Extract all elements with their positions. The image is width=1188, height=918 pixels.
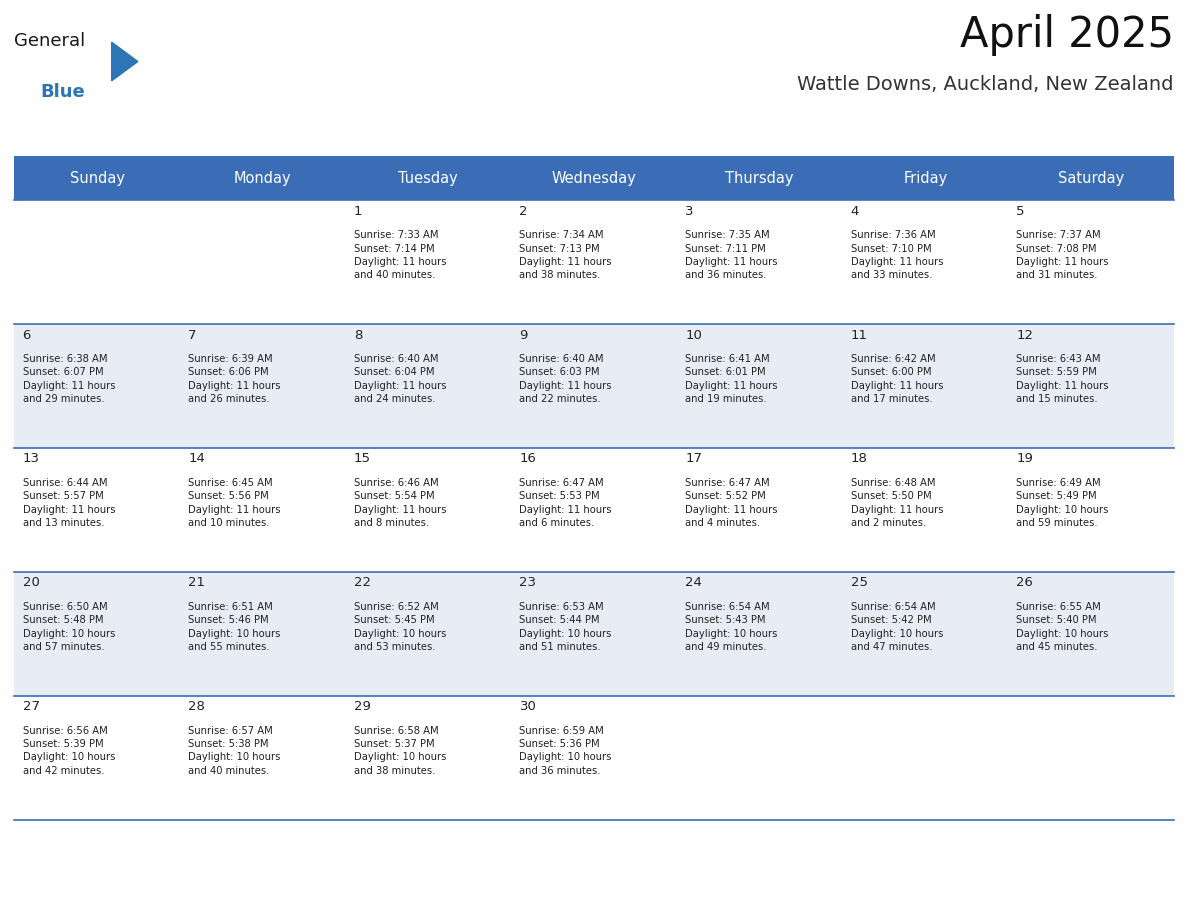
Text: 17: 17 xyxy=(685,453,702,465)
Text: Friday: Friday xyxy=(903,171,947,185)
Text: Sunrise: 6:38 AM
Sunset: 6:07 PM
Daylight: 11 hours
and 29 minutes.: Sunrise: 6:38 AM Sunset: 6:07 PM Dayligh… xyxy=(23,354,115,404)
Text: 9: 9 xyxy=(519,329,527,341)
Text: 8: 8 xyxy=(354,329,362,341)
Text: Sunrise: 6:41 AM
Sunset: 6:01 PM
Daylight: 11 hours
and 19 minutes.: Sunrise: 6:41 AM Sunset: 6:01 PM Dayligh… xyxy=(685,354,778,404)
Text: Sunrise: 6:54 AM
Sunset: 5:43 PM
Daylight: 10 hours
and 49 minutes.: Sunrise: 6:54 AM Sunset: 5:43 PM Dayligh… xyxy=(685,602,777,652)
Text: 12: 12 xyxy=(1017,329,1034,341)
Text: 13: 13 xyxy=(23,453,39,465)
Text: Sunrise: 6:59 AM
Sunset: 5:36 PM
Daylight: 10 hours
and 36 minutes.: Sunrise: 6:59 AM Sunset: 5:36 PM Dayligh… xyxy=(519,726,612,776)
Bar xyxy=(14,200,1174,324)
Text: April 2025: April 2025 xyxy=(960,14,1174,56)
Text: Wednesday: Wednesday xyxy=(551,171,637,185)
Text: General: General xyxy=(14,32,86,50)
Text: Sunrise: 6:57 AM
Sunset: 5:38 PM
Daylight: 10 hours
and 40 minutes.: Sunrise: 6:57 AM Sunset: 5:38 PM Dayligh… xyxy=(188,726,280,776)
Text: Sunrise: 6:40 AM
Sunset: 6:03 PM
Daylight: 11 hours
and 22 minutes.: Sunrise: 6:40 AM Sunset: 6:03 PM Dayligh… xyxy=(519,354,612,404)
Text: 19: 19 xyxy=(1017,453,1034,465)
Text: 3: 3 xyxy=(685,205,694,218)
Text: Monday: Monday xyxy=(234,171,291,185)
Text: 6: 6 xyxy=(23,329,31,341)
Text: Sunrise: 6:56 AM
Sunset: 5:39 PM
Daylight: 10 hours
and 42 minutes.: Sunrise: 6:56 AM Sunset: 5:39 PM Dayligh… xyxy=(23,726,115,776)
Text: Sunrise: 6:58 AM
Sunset: 5:37 PM
Daylight: 10 hours
and 38 minutes.: Sunrise: 6:58 AM Sunset: 5:37 PM Dayligh… xyxy=(354,726,447,776)
Text: Sunrise: 6:48 AM
Sunset: 5:50 PM
Daylight: 11 hours
and 2 minutes.: Sunrise: 6:48 AM Sunset: 5:50 PM Dayligh… xyxy=(851,478,943,528)
Bar xyxy=(14,572,1174,696)
Text: Sunday: Sunday xyxy=(70,171,125,185)
Text: 2: 2 xyxy=(519,205,527,218)
Text: 14: 14 xyxy=(188,453,206,465)
Text: 28: 28 xyxy=(188,700,206,713)
Text: 30: 30 xyxy=(519,700,536,713)
Text: 29: 29 xyxy=(354,700,371,713)
Text: 26: 26 xyxy=(1017,577,1034,589)
Text: Sunrise: 7:35 AM
Sunset: 7:11 PM
Daylight: 11 hours
and 36 minutes.: Sunrise: 7:35 AM Sunset: 7:11 PM Dayligh… xyxy=(685,230,778,280)
Text: Sunrise: 6:39 AM
Sunset: 6:06 PM
Daylight: 11 hours
and 26 minutes.: Sunrise: 6:39 AM Sunset: 6:06 PM Dayligh… xyxy=(188,354,280,404)
Text: Sunrise: 7:36 AM
Sunset: 7:10 PM
Daylight: 11 hours
and 33 minutes.: Sunrise: 7:36 AM Sunset: 7:10 PM Dayligh… xyxy=(851,230,943,280)
Text: Sunrise: 6:42 AM
Sunset: 6:00 PM
Daylight: 11 hours
and 17 minutes.: Sunrise: 6:42 AM Sunset: 6:00 PM Dayligh… xyxy=(851,354,943,404)
Text: 21: 21 xyxy=(188,577,206,589)
Text: Sunrise: 7:34 AM
Sunset: 7:13 PM
Daylight: 11 hours
and 38 minutes.: Sunrise: 7:34 AM Sunset: 7:13 PM Dayligh… xyxy=(519,230,612,280)
Text: Sunrise: 6:44 AM
Sunset: 5:57 PM
Daylight: 11 hours
and 13 minutes.: Sunrise: 6:44 AM Sunset: 5:57 PM Dayligh… xyxy=(23,478,115,528)
Text: Sunrise: 6:54 AM
Sunset: 5:42 PM
Daylight: 10 hours
and 47 minutes.: Sunrise: 6:54 AM Sunset: 5:42 PM Dayligh… xyxy=(851,602,943,652)
Text: 18: 18 xyxy=(851,453,867,465)
Text: 1: 1 xyxy=(354,205,362,218)
Text: Wattle Downs, Auckland, New Zealand: Wattle Downs, Auckland, New Zealand xyxy=(797,75,1174,95)
Text: Sunrise: 6:53 AM
Sunset: 5:44 PM
Daylight: 10 hours
and 51 minutes.: Sunrise: 6:53 AM Sunset: 5:44 PM Dayligh… xyxy=(519,602,612,652)
Polygon shape xyxy=(112,42,138,81)
Bar xyxy=(14,156,1174,200)
Bar xyxy=(14,696,1174,820)
Text: Thursday: Thursday xyxy=(726,171,794,185)
Text: 25: 25 xyxy=(851,577,867,589)
Text: Sunrise: 7:33 AM
Sunset: 7:14 PM
Daylight: 11 hours
and 40 minutes.: Sunrise: 7:33 AM Sunset: 7:14 PM Dayligh… xyxy=(354,230,447,280)
Text: Saturday: Saturday xyxy=(1057,171,1124,185)
Text: 7: 7 xyxy=(188,329,197,341)
Text: Sunrise: 6:49 AM
Sunset: 5:49 PM
Daylight: 10 hours
and 59 minutes.: Sunrise: 6:49 AM Sunset: 5:49 PM Dayligh… xyxy=(1017,478,1108,528)
Text: 16: 16 xyxy=(519,453,536,465)
Text: Sunrise: 7:37 AM
Sunset: 7:08 PM
Daylight: 11 hours
and 31 minutes.: Sunrise: 7:37 AM Sunset: 7:08 PM Dayligh… xyxy=(1017,230,1108,280)
Text: 11: 11 xyxy=(851,329,867,341)
Text: 15: 15 xyxy=(354,453,371,465)
Text: Sunrise: 6:43 AM
Sunset: 5:59 PM
Daylight: 11 hours
and 15 minutes.: Sunrise: 6:43 AM Sunset: 5:59 PM Dayligh… xyxy=(1017,354,1108,404)
Bar xyxy=(14,324,1174,448)
Text: Sunrise: 6:47 AM
Sunset: 5:53 PM
Daylight: 11 hours
and 6 minutes.: Sunrise: 6:47 AM Sunset: 5:53 PM Dayligh… xyxy=(519,478,612,528)
Text: Sunrise: 6:47 AM
Sunset: 5:52 PM
Daylight: 11 hours
and 4 minutes.: Sunrise: 6:47 AM Sunset: 5:52 PM Dayligh… xyxy=(685,478,778,528)
Text: Sunrise: 6:55 AM
Sunset: 5:40 PM
Daylight: 10 hours
and 45 minutes.: Sunrise: 6:55 AM Sunset: 5:40 PM Dayligh… xyxy=(1017,602,1108,652)
Text: 24: 24 xyxy=(685,577,702,589)
Text: Blue: Blue xyxy=(40,83,86,101)
Text: Sunrise: 6:40 AM
Sunset: 6:04 PM
Daylight: 11 hours
and 24 minutes.: Sunrise: 6:40 AM Sunset: 6:04 PM Dayligh… xyxy=(354,354,447,404)
Text: 20: 20 xyxy=(23,577,39,589)
Text: 22: 22 xyxy=(354,577,371,589)
Bar xyxy=(14,448,1174,572)
Text: Sunrise: 6:51 AM
Sunset: 5:46 PM
Daylight: 10 hours
and 55 minutes.: Sunrise: 6:51 AM Sunset: 5:46 PM Dayligh… xyxy=(188,602,280,652)
Text: Sunrise: 6:45 AM
Sunset: 5:56 PM
Daylight: 11 hours
and 10 minutes.: Sunrise: 6:45 AM Sunset: 5:56 PM Dayligh… xyxy=(188,478,280,528)
Text: Tuesday: Tuesday xyxy=(398,171,459,185)
Text: 4: 4 xyxy=(851,205,859,218)
Text: 23: 23 xyxy=(519,577,537,589)
Text: 27: 27 xyxy=(23,700,39,713)
Text: Sunrise: 6:46 AM
Sunset: 5:54 PM
Daylight: 11 hours
and 8 minutes.: Sunrise: 6:46 AM Sunset: 5:54 PM Dayligh… xyxy=(354,478,447,528)
Text: 10: 10 xyxy=(685,329,702,341)
Text: 5: 5 xyxy=(1017,205,1025,218)
Text: Sunrise: 6:50 AM
Sunset: 5:48 PM
Daylight: 10 hours
and 57 minutes.: Sunrise: 6:50 AM Sunset: 5:48 PM Dayligh… xyxy=(23,602,115,652)
Text: Sunrise: 6:52 AM
Sunset: 5:45 PM
Daylight: 10 hours
and 53 minutes.: Sunrise: 6:52 AM Sunset: 5:45 PM Dayligh… xyxy=(354,602,447,652)
